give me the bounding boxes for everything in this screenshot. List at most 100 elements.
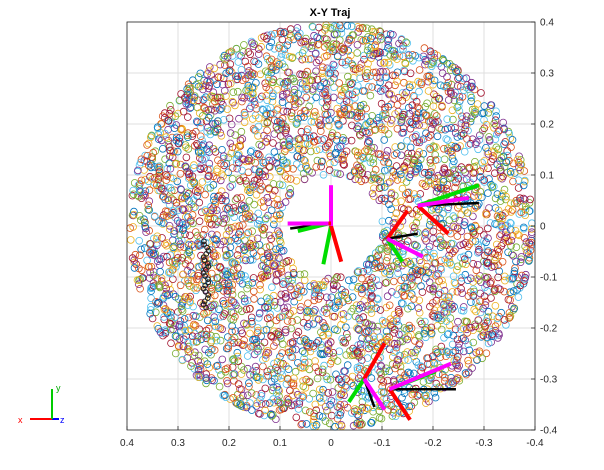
- frame-3-magenta-axis: [417, 195, 469, 208]
- data-point: [498, 214, 507, 223]
- data-point: [364, 136, 373, 145]
- data-point: [247, 313, 256, 322]
- data-point: [283, 175, 292, 183]
- data-point: [321, 91, 330, 99]
- data-point: [189, 96, 198, 105]
- data-point: [393, 176, 402, 184]
- data-point: [309, 23, 317, 31]
- data-point: [431, 156, 440, 165]
- data-point: [183, 188, 191, 197]
- data-point: [443, 115, 452, 123]
- data-point: [335, 392, 344, 401]
- data-point: [366, 117, 374, 126]
- data-point: [272, 389, 281, 398]
- data-point: [367, 342, 376, 351]
- data-point: [337, 320, 345, 329]
- data-point: [496, 197, 505, 205]
- frame-2-red-axis: [385, 209, 410, 240]
- data-point: [382, 154, 391, 163]
- data-point: [246, 329, 254, 338]
- data-point: [283, 317, 292, 325]
- data-point: [449, 212, 458, 220]
- data-point: [141, 223, 150, 231]
- data-point: [361, 127, 370, 136]
- data-point: [471, 322, 480, 331]
- data-point: [137, 155, 146, 164]
- data-point: [469, 229, 478, 237]
- data-point: [482, 120, 491, 129]
- data-point: [261, 354, 270, 363]
- data-point: [233, 251, 242, 259]
- data-point: [221, 236, 230, 245]
- data-point: [336, 400, 345, 409]
- data-point: [221, 300, 230, 309]
- data-point: [430, 90, 438, 99]
- data-point: [358, 284, 367, 293]
- data-point: [414, 77, 422, 86]
- data-point: [236, 385, 244, 393]
- data-point: [206, 111, 215, 119]
- data-point: [303, 322, 312, 331]
- data-point: [200, 155, 209, 163]
- data-point: [153, 123, 162, 131]
- data-point: [217, 176, 225, 185]
- data-point: [302, 420, 311, 428]
- data-point: [484, 247, 493, 255]
- data-point: [300, 358, 309, 367]
- data-point: [448, 150, 456, 159]
- data-point: [489, 155, 497, 163]
- data-point: [305, 343, 313, 352]
- data-point: [143, 141, 151, 149]
- data-point: [423, 360, 432, 368]
- data-point: [243, 62, 252, 71]
- data-point: [206, 215, 215, 223]
- data-point: [461, 336, 470, 345]
- data-point: [375, 196, 384, 205]
- data-point: [243, 230, 251, 238]
- data-point: [497, 308, 506, 317]
- data-point: [298, 393, 307, 402]
- data-point: [418, 363, 427, 372]
- data-point: [348, 22, 356, 31]
- data-point: [355, 130, 364, 139]
- data-point: [373, 294, 382, 303]
- data-point: [159, 301, 168, 310]
- data-point: [484, 164, 492, 173]
- data-point: [261, 172, 270, 181]
- data-point: [178, 219, 187, 227]
- data-point: [341, 85, 350, 94]
- data-point: [367, 374, 376, 382]
- data-point: [251, 158, 260, 167]
- data-point: [290, 88, 299, 97]
- data-point: [380, 268, 389, 277]
- data-point: [204, 106, 213, 114]
- data-point: [349, 344, 357, 353]
- data-point: [455, 216, 464, 225]
- data-point: [211, 317, 220, 326]
- data-point: [408, 390, 417, 399]
- data-point: [347, 80, 355, 89]
- data-point: [377, 35, 385, 44]
- data-point: [426, 47, 435, 55]
- data-point: [196, 150, 205, 158]
- data-point: [252, 391, 261, 399]
- data-point: [176, 317, 185, 325]
- data-point: [483, 287, 492, 295]
- data-point: [205, 113, 213, 122]
- data-point: [144, 177, 153, 186]
- data-point: [370, 126, 379, 134]
- data-point: [167, 339, 175, 348]
- data-point: [164, 268, 173, 277]
- data-point: [455, 92, 464, 101]
- data-point: [224, 342, 233, 350]
- data-point: [412, 114, 420, 122]
- data-point: [178, 307, 187, 315]
- data-point: [294, 405, 303, 413]
- data-point: [244, 228, 253, 237]
- data-point: [296, 302, 305, 311]
- data-point: [324, 121, 333, 130]
- data-point: [368, 416, 377, 425]
- data-point: [191, 142, 199, 150]
- data-point: [459, 303, 468, 311]
- data-point: [145, 206, 154, 214]
